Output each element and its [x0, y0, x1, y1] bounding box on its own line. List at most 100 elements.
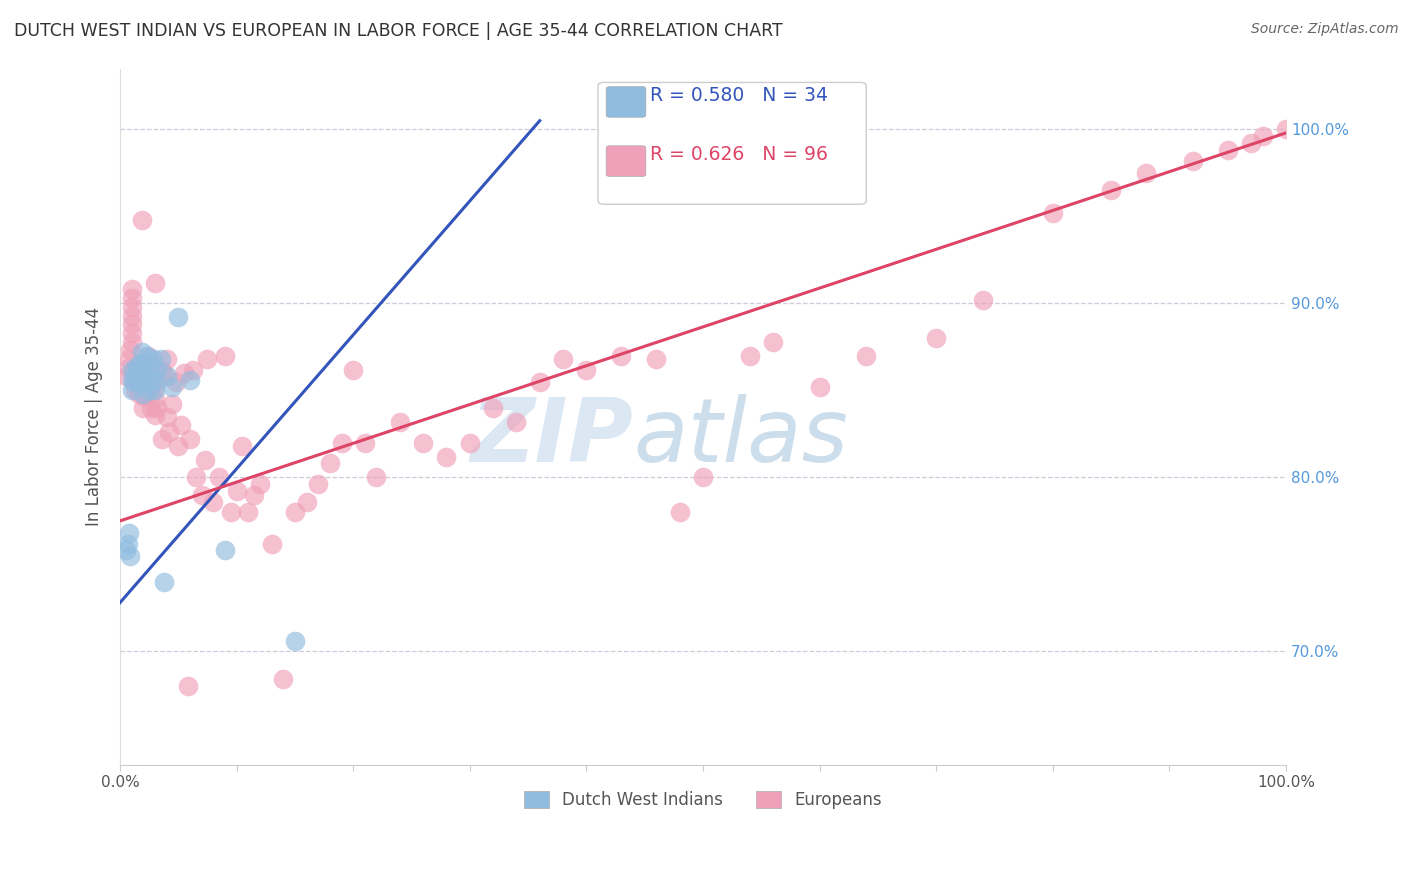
Point	[138, 373, 160, 387]
Point	[184, 470, 207, 484]
Point	[319, 457, 342, 471]
Point	[1099, 183, 1122, 197]
Text: DUTCH WEST INDIAN VS EUROPEAN IN LABOR FORCE | AGE 35-44 CORRELATION CHART: DUTCH WEST INDIAN VS EUROPEAN IN LABOR F…	[14, 22, 783, 40]
Point	[482, 401, 505, 415]
Point	[132, 387, 155, 401]
Point	[155, 409, 177, 424]
Point	[808, 380, 831, 394]
Point	[142, 384, 165, 398]
Point	[271, 672, 294, 686]
Point	[129, 369, 152, 384]
Point	[197, 352, 219, 367]
Point	[575, 362, 598, 376]
Point	[1181, 153, 1204, 168]
Point	[190, 488, 212, 502]
FancyBboxPatch shape	[598, 82, 866, 204]
Point	[136, 349, 159, 363]
Text: R = 0.580   N = 34: R = 0.580 N = 34	[651, 86, 828, 105]
Point	[219, 505, 242, 519]
Point	[208, 470, 231, 484]
Point	[505, 415, 527, 429]
Point	[135, 359, 157, 373]
Point	[143, 392, 166, 406]
Point	[122, 375, 145, 389]
Point	[225, 484, 247, 499]
Point	[157, 425, 180, 440]
Point	[135, 349, 157, 363]
Point	[143, 373, 166, 387]
Point	[121, 283, 143, 297]
Point	[146, 401, 169, 415]
Point	[551, 352, 574, 367]
Point	[134, 366, 156, 380]
Point	[155, 352, 177, 367]
Point	[132, 376, 155, 391]
Point	[124, 366, 146, 380]
Point	[668, 505, 690, 519]
Point	[121, 318, 143, 332]
Point	[127, 362, 149, 376]
Point	[738, 349, 761, 363]
Point	[139, 362, 162, 376]
Point	[342, 362, 364, 376]
FancyBboxPatch shape	[606, 87, 645, 117]
Point	[458, 435, 481, 450]
Point	[529, 375, 551, 389]
Point	[155, 369, 177, 384]
Point	[131, 213, 153, 227]
Point	[131, 345, 153, 359]
Point	[127, 369, 149, 384]
Point	[162, 397, 184, 411]
Point	[179, 432, 201, 446]
Point	[1042, 206, 1064, 220]
Point	[388, 415, 411, 429]
Text: ZIP: ZIP	[470, 394, 633, 481]
Point	[135, 355, 157, 369]
Point	[173, 366, 195, 380]
Point	[972, 293, 994, 307]
Point	[129, 355, 152, 369]
Point	[138, 366, 160, 380]
Point	[295, 495, 318, 509]
Point	[330, 435, 353, 450]
Point	[117, 360, 139, 375]
Text: R = 0.626   N = 96: R = 0.626 N = 96	[651, 145, 828, 164]
Point	[645, 352, 668, 367]
Point	[120, 549, 142, 563]
Point	[243, 488, 266, 502]
Point	[120, 343, 142, 358]
Point	[114, 369, 136, 384]
Point	[124, 384, 146, 398]
Legend: Dutch West Indians, Europeans: Dutch West Indians, Europeans	[517, 784, 889, 815]
FancyBboxPatch shape	[606, 145, 645, 177]
Point	[353, 435, 375, 450]
Point	[762, 334, 785, 349]
Point	[121, 291, 143, 305]
Point	[179, 373, 201, 387]
Point	[121, 326, 143, 340]
Point	[146, 362, 169, 376]
Point	[121, 373, 143, 387]
Point	[127, 359, 149, 373]
Point	[167, 439, 190, 453]
Point	[238, 505, 260, 519]
Y-axis label: In Labor Force | Age 35-44: In Labor Force | Age 35-44	[86, 307, 103, 526]
Point	[165, 375, 187, 389]
Point	[121, 309, 143, 323]
Point	[162, 380, 184, 394]
Point	[231, 439, 253, 453]
Point	[142, 352, 165, 367]
Point	[307, 477, 329, 491]
Point	[1240, 136, 1263, 151]
Point	[149, 352, 172, 367]
Point	[1275, 122, 1298, 136]
Point	[194, 453, 217, 467]
Point	[153, 574, 176, 589]
Point	[143, 384, 166, 398]
Point	[855, 349, 877, 363]
Point	[366, 470, 388, 484]
Point	[134, 390, 156, 404]
Point	[284, 505, 307, 519]
Point	[284, 634, 307, 648]
Point	[436, 450, 458, 464]
